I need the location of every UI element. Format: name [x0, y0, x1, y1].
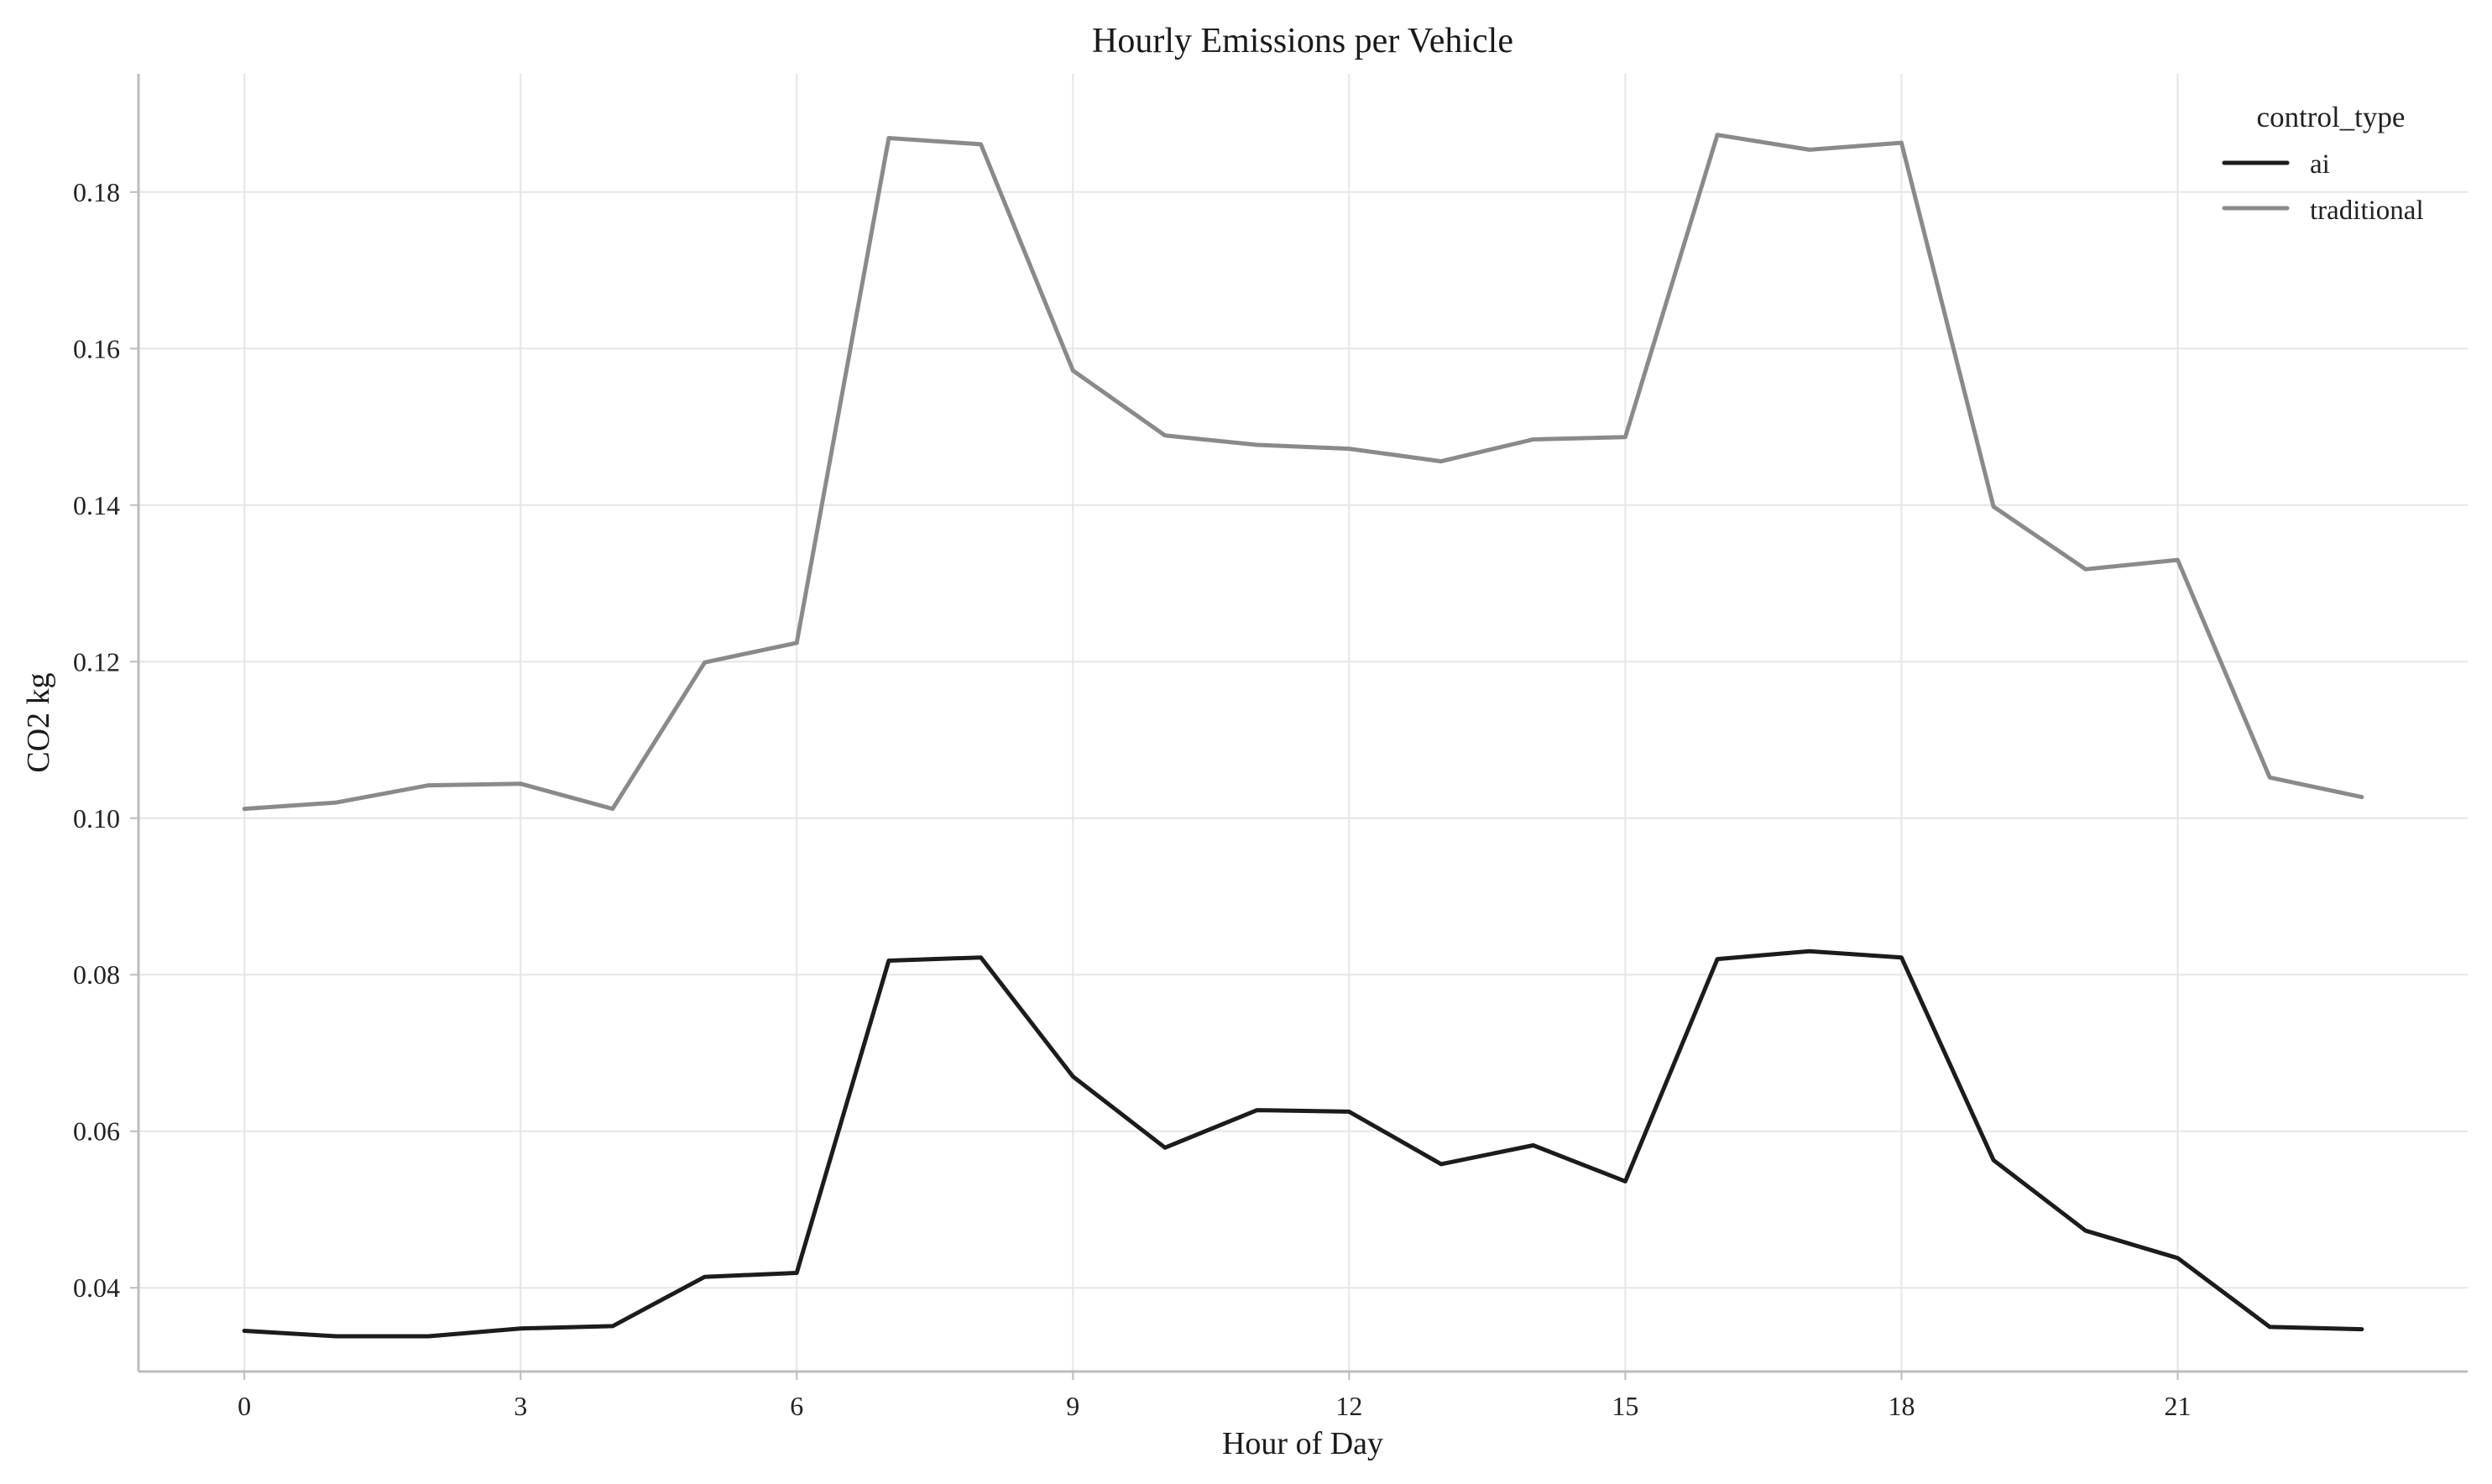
y-tick-label: 0.14: [73, 490, 120, 520]
y-tick-label: 0.12: [73, 646, 120, 677]
x-tick-label: 12: [1335, 1391, 1362, 1421]
y-axis-label: CO2 kg: [21, 672, 56, 772]
x-tick-label: 9: [1066, 1391, 1079, 1421]
x-tick-label: 0: [238, 1391, 251, 1421]
legend-title: control_type: [2257, 101, 2406, 133]
legend-label-traditional: traditional: [2310, 196, 2424, 226]
legend-label-ai: ai: [2310, 149, 2330, 180]
x-tick-label: 21: [2164, 1391, 2191, 1421]
y-tick-label: 0.06: [73, 1116, 120, 1147]
series-line-ai: [242, 948, 2364, 1339]
grid: [138, 74, 2468, 1372]
y-tick-label: 0.16: [73, 333, 120, 363]
x-tick-label: 18: [1888, 1391, 1915, 1421]
y-tick-label: 0.18: [73, 177, 120, 207]
series-line-traditional: [242, 133, 2364, 812]
x-axis-label: Hour of Day: [1222, 1426, 1383, 1461]
series: [242, 133, 2364, 1339]
y-tick-label: 0.04: [73, 1272, 120, 1303]
y-tick-label: 0.08: [73, 959, 120, 990]
ticks: 0 3 6 9 12 15 18 21 0.04 0.06 0.08 0.10 0.12 0.14 0.16…: [73, 177, 2191, 1421]
x-tick-label: 3: [514, 1391, 527, 1421]
x-tick-label: 15: [1612, 1391, 1638, 1421]
x-tick-label: 6: [790, 1391, 803, 1421]
chart-title: Hourly Emissions per Vehicle: [1092, 22, 1513, 60]
legend: control_type ai traditional: [2222, 101, 2424, 226]
y-tick-label: 0.10: [73, 803, 120, 833]
